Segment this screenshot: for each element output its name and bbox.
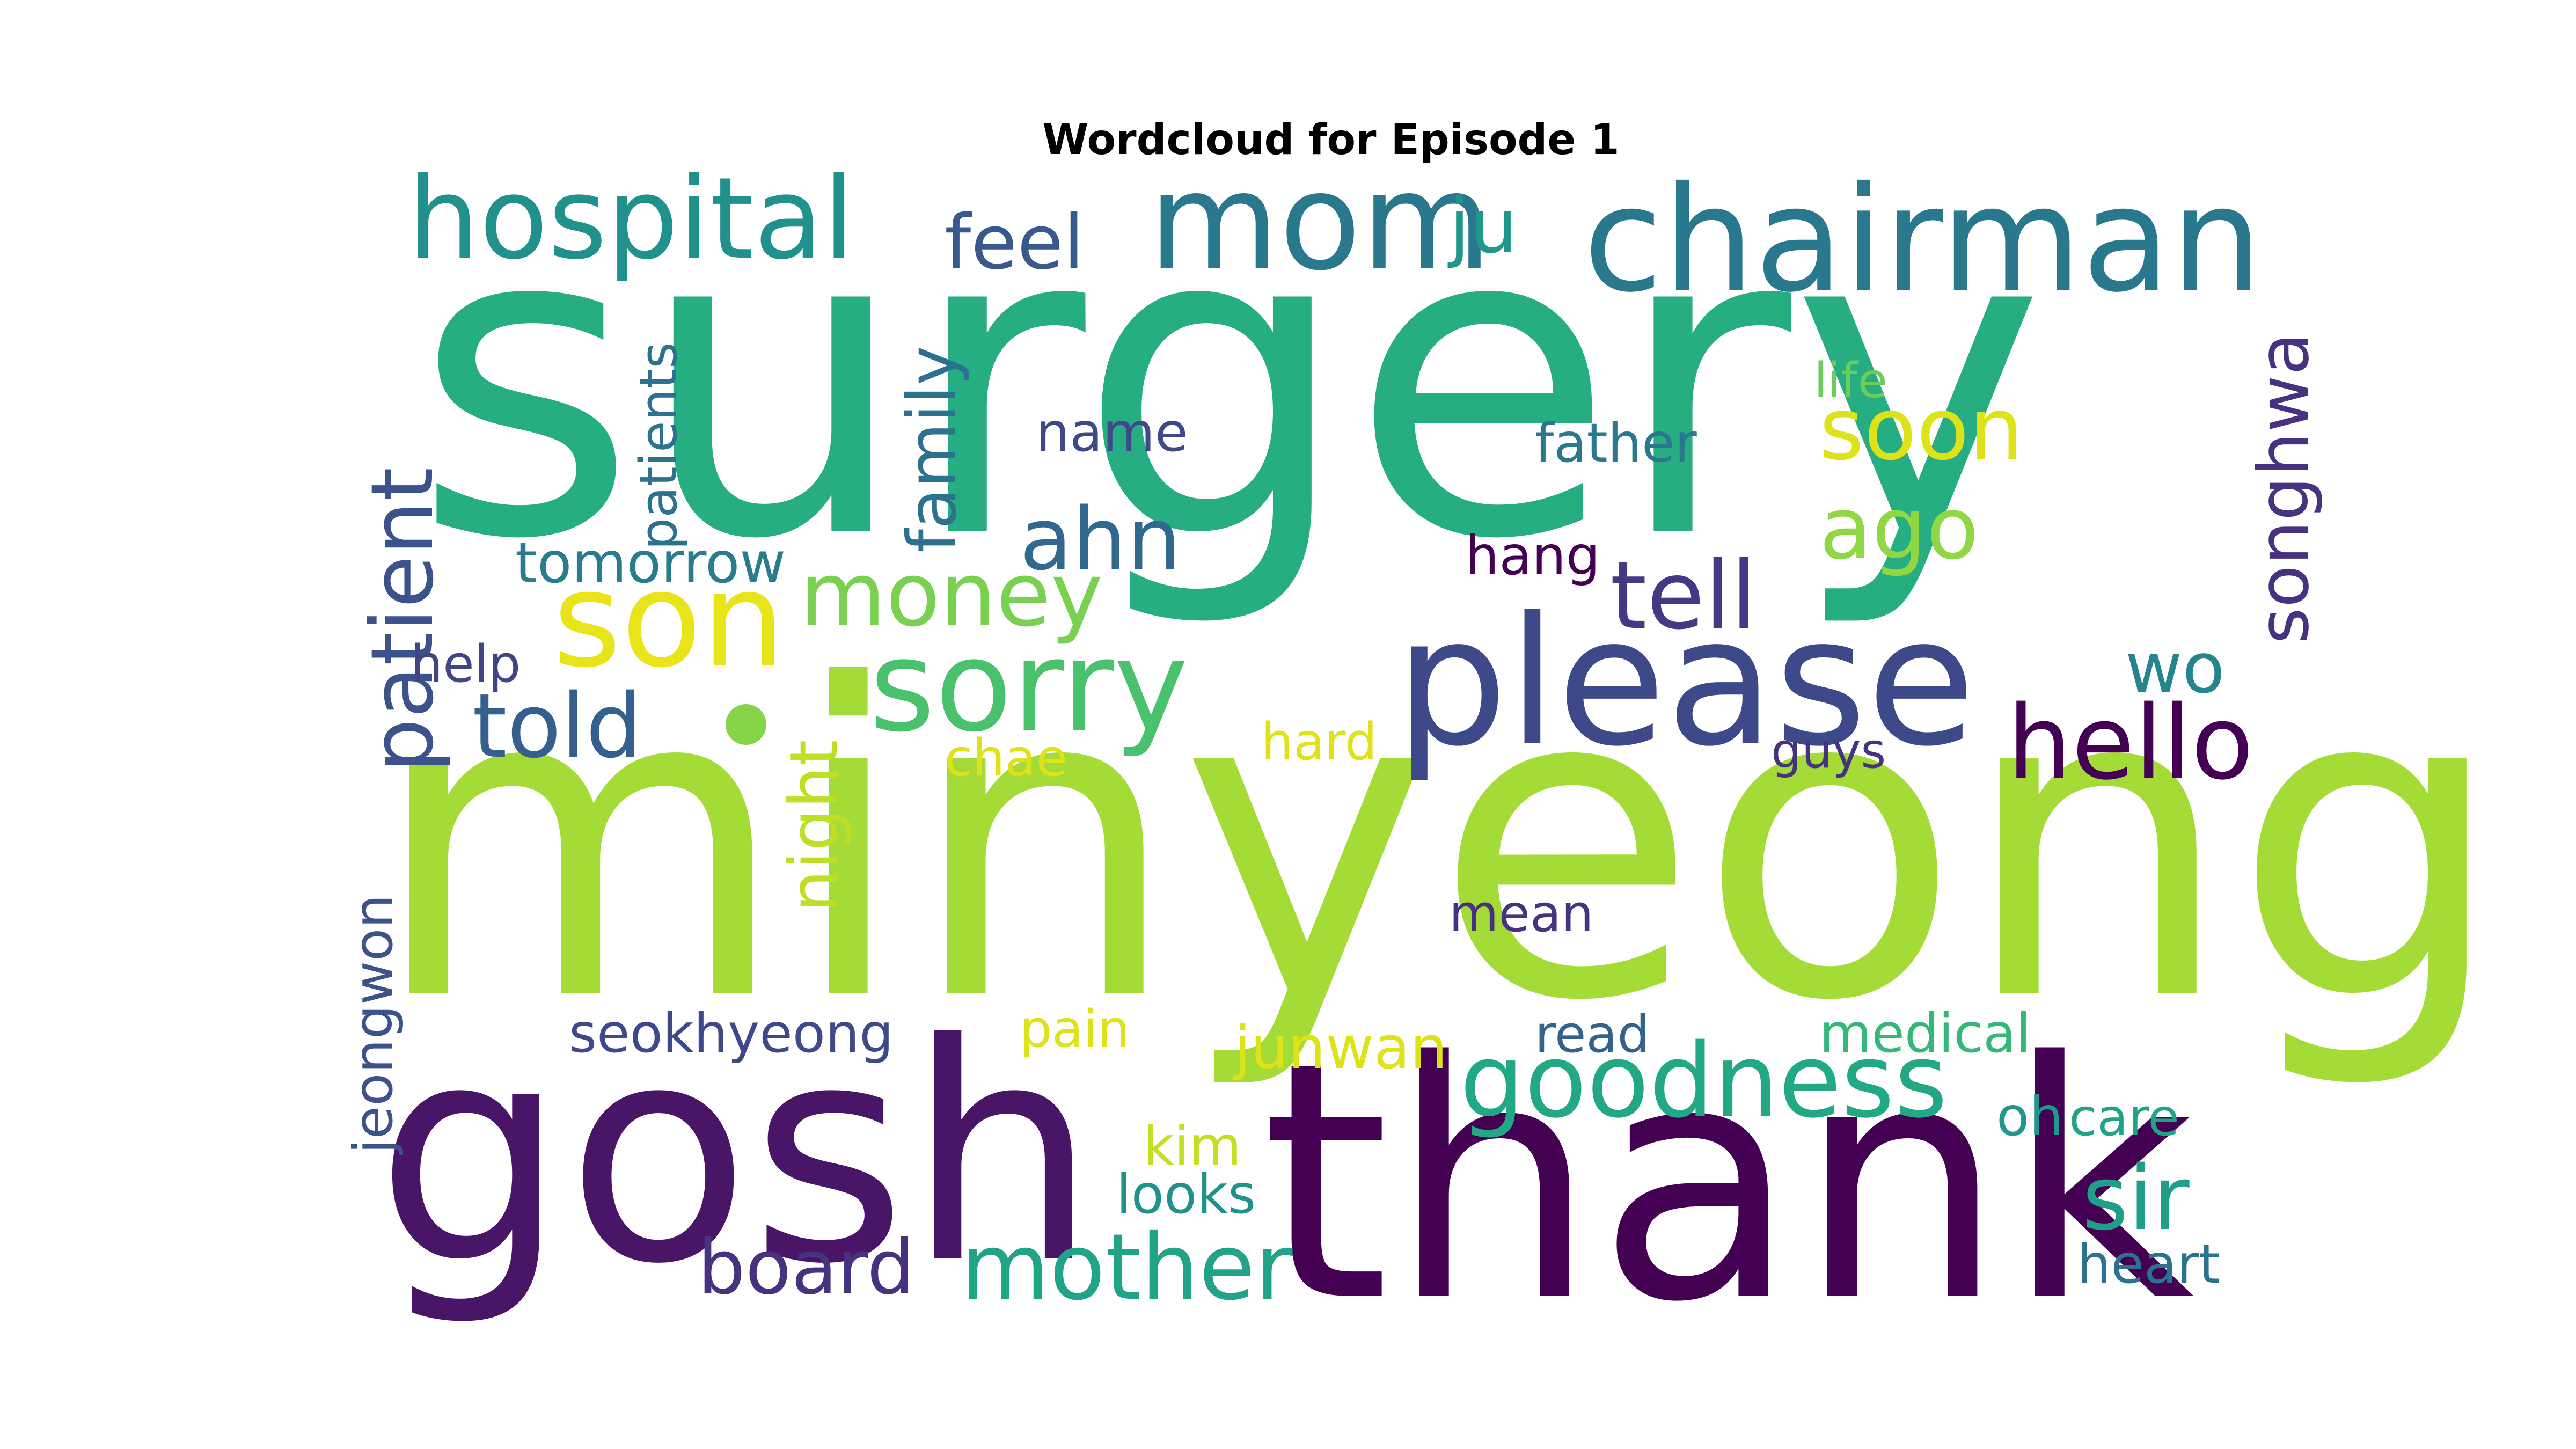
word-mom: mom — [1148, 144, 1492, 300]
word-junwan: junwan — [1233, 1013, 1447, 1082]
word-guys: guys — [1771, 723, 1886, 779]
word-mean: mean — [1449, 884, 1593, 943]
word-money: money — [800, 543, 1103, 646]
word-thank: thank — [1261, 992, 2194, 1373]
word-mother: mother — [961, 1214, 1293, 1321]
word-goodness: goodness — [1460, 1022, 1948, 1140]
word-read: read — [1535, 1005, 1650, 1064]
word-pain: pain — [1020, 1000, 1130, 1059]
word-help: help — [411, 635, 521, 694]
word-board: board — [698, 1224, 914, 1312]
word-wo: wo — [2125, 627, 2225, 709]
word-sorry: sorry — [869, 613, 1188, 760]
word-patient: patient — [352, 467, 452, 773]
word-minyeong: minyeong — [370, 594, 2506, 1094]
word-hang: hang — [1465, 524, 1600, 587]
word-ago: ago — [1819, 478, 1979, 579]
word-hello: hello — [2007, 684, 2253, 802]
chart-title: Wordcloud for Episode 1 — [1042, 116, 1620, 164]
word-kim: kim — [1143, 1115, 1241, 1177]
word-chairman: chairman — [1583, 155, 2263, 324]
word-chae: chae — [945, 729, 1067, 788]
word-soon: soon — [1819, 379, 2024, 479]
word-tell: tell — [1610, 541, 1757, 650]
word-patients: patients — [630, 342, 689, 550]
word-heart: heart — [2077, 1233, 2220, 1296]
word-feel: feel — [945, 199, 1084, 287]
word-hard: hard — [1261, 713, 1377, 772]
word-care: care — [2069, 1088, 2179, 1147]
word-tomorrow: tomorrow — [515, 530, 786, 596]
word-life: life — [1814, 353, 1887, 409]
word-dot — [726, 704, 766, 745]
word-jeongwon: jeongwon — [342, 894, 405, 1155]
word-name: name — [1036, 401, 1188, 464]
word-father: father — [1535, 412, 1697, 474]
word-hospital: hospital — [408, 153, 854, 284]
word-looks: looks — [1116, 1163, 1256, 1226]
word-sir: sir — [2082, 1147, 2190, 1250]
word-told: told — [472, 675, 642, 778]
word-gosh: gosh — [376, 980, 1097, 1330]
word-night: night — [775, 740, 853, 912]
word-family: family — [894, 346, 971, 553]
word-seokhyeong: seokhyeong — [569, 1002, 894, 1065]
word-son: son — [553, 544, 785, 697]
word-ju: ju — [1447, 183, 1518, 270]
word-ahn: ahn — [1020, 489, 1181, 589]
word-oh: oh — [1996, 1085, 2063, 1148]
word-medical: medical — [1819, 1002, 2031, 1065]
word-songhwa: songhwa — [2243, 332, 2324, 644]
word-surgery: surgery — [413, 133, 2045, 633]
word-please: please — [1395, 579, 1975, 785]
